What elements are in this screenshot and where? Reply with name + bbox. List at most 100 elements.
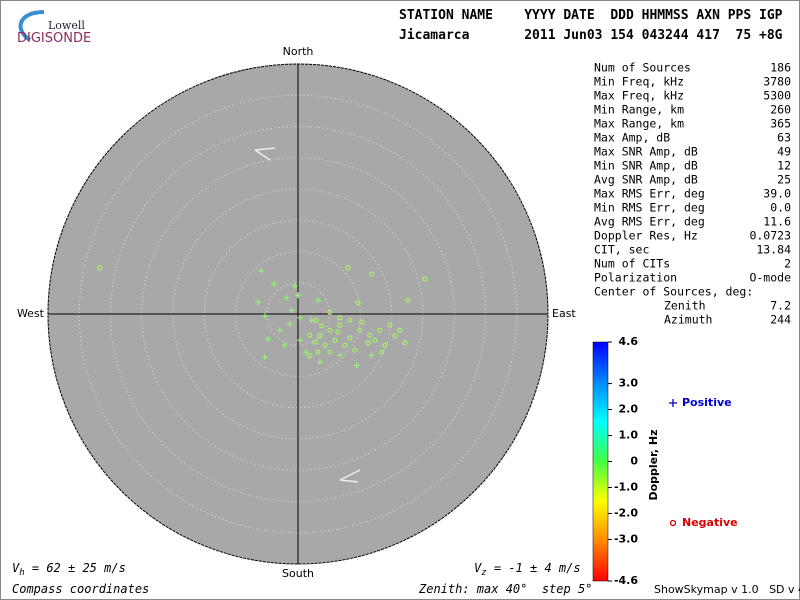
source-negative [315,349,321,355]
source-negative [372,337,378,343]
colorbar-tick-label: 2.0 [619,403,639,416]
stat-value: 13.84 [756,243,791,257]
stat-value: 3780 [763,75,791,89]
source-positive [255,299,261,306]
stat-label: Max SNR Amp, dB [594,145,698,159]
legend-symbol [669,519,677,527]
source-positive [265,336,271,342]
source-positive [315,297,321,304]
stats-panel: Num of Sources 186 Min Freq, kHz 3780 Max Fr… [594,61,791,327]
vh-sub: h [19,568,24,578]
stat-value: 39.0 [763,187,791,201]
source-positive [303,349,310,356]
logo-top: Lowell [48,19,85,32]
source-negative [312,339,318,345]
stat-label: Min SNR Amp, dB [594,159,698,173]
source-negative [317,333,323,339]
stat-value: 0.0 [770,201,791,215]
source-positive [296,337,303,344]
stat-label: Avg RMS Err, deg [594,215,705,229]
source-negative [377,327,383,333]
source-negative [387,322,393,328]
stat-value: 0.0723 [749,229,791,243]
source-negative [397,327,403,333]
source-positive [281,342,288,349]
source-positive [261,354,268,361]
source-negative [405,297,411,303]
stat-label: Num of Sources [594,61,691,75]
header-values: Jicamarca 2011 Jun03 154 043244 417 75 +… [399,28,783,43]
arrow [254,147,276,161]
source-negative [352,347,358,353]
stat-value: 260 [770,103,791,117]
source-negative [369,271,375,277]
source-positive [316,359,323,366]
source-negative [382,342,388,348]
center-value: 7.2 [770,299,791,313]
source-negative [359,319,365,325]
source-negative [365,340,371,346]
polar-plot: North South East West [17,45,576,580]
stat-label: CIT, sec [594,243,649,257]
stat-value: 12 [777,159,791,173]
source-negative [97,265,103,271]
center-value: 244 [770,313,791,327]
header-columns: STATION NAME YYYY DATE DDD HHMMSS AXN PP… [399,8,783,23]
source-positive [286,321,293,327]
colorbar-tick-label: 4.6 [619,335,639,348]
compass-label: North [283,45,314,58]
source-positive [288,307,295,314]
stat-value: 49 [777,145,791,159]
source-negative [327,309,333,315]
stat-label: Min RMS Err, deg [594,201,705,215]
center-label: Azimuth [664,313,712,327]
source-negative [313,317,319,323]
vz-symbol: V [474,561,482,575]
source-negative [319,323,325,329]
colorbar [592,341,609,582]
source-positive [296,314,303,321]
stat-value: 25 [777,173,791,187]
source-negative [337,315,343,321]
vz-value: = -1 ± 4 m/s [487,561,581,575]
colorbar-tick-label: -4.6 [614,574,638,587]
source-negative [347,317,353,323]
stat-label: Max RMS Err, deg [594,187,705,201]
stat-label: Min Range, km [594,103,684,117]
center-title: Center of Sources, deg: [594,285,753,299]
compass-label: East [552,307,576,320]
colorbar-tick-label: 0 [630,455,638,468]
colorbar-tick-label: -1.0 [614,480,638,493]
compass-label: South [282,567,314,580]
stat-label: Max Range, km [594,117,684,131]
stat-label: Max Amp, dB [594,131,670,145]
source-negative [327,349,333,355]
stat-value: 2 [784,257,791,271]
logo-bottom: DIGISONDE [17,31,91,46]
source-negative [355,300,361,306]
source-negative [322,342,328,348]
stat-label: Avg SNR Amp, dB [594,173,698,187]
source-negative [347,335,353,341]
stat-value: O-mode [749,271,791,285]
vh-text: Vh = 62 ± 25 m/s [12,561,126,578]
version: ShowSkymap v 1.0 SD v 4.2 [654,583,800,596]
stat-label: Doppler Res, Hz [594,229,698,243]
stat-label: Max Freq, kHz [594,89,684,103]
source-negative [337,322,343,328]
source-positive [353,362,360,369]
source-positive [368,352,375,359]
colorbar-tick-label: 3.0 [619,377,639,390]
source-positive [291,282,298,289]
legend-label: Negative [682,516,738,529]
colorbar-label: Doppler, Hz [647,429,660,500]
source-positive [271,281,278,287]
legend-label: Positive [682,396,732,409]
center-label: Zenith [664,299,706,313]
stat-label: Polarization [594,271,677,285]
stat-value: 365 [770,117,791,131]
source-negative [307,332,313,338]
legend-symbol [669,399,677,407]
source-negative [327,327,333,333]
